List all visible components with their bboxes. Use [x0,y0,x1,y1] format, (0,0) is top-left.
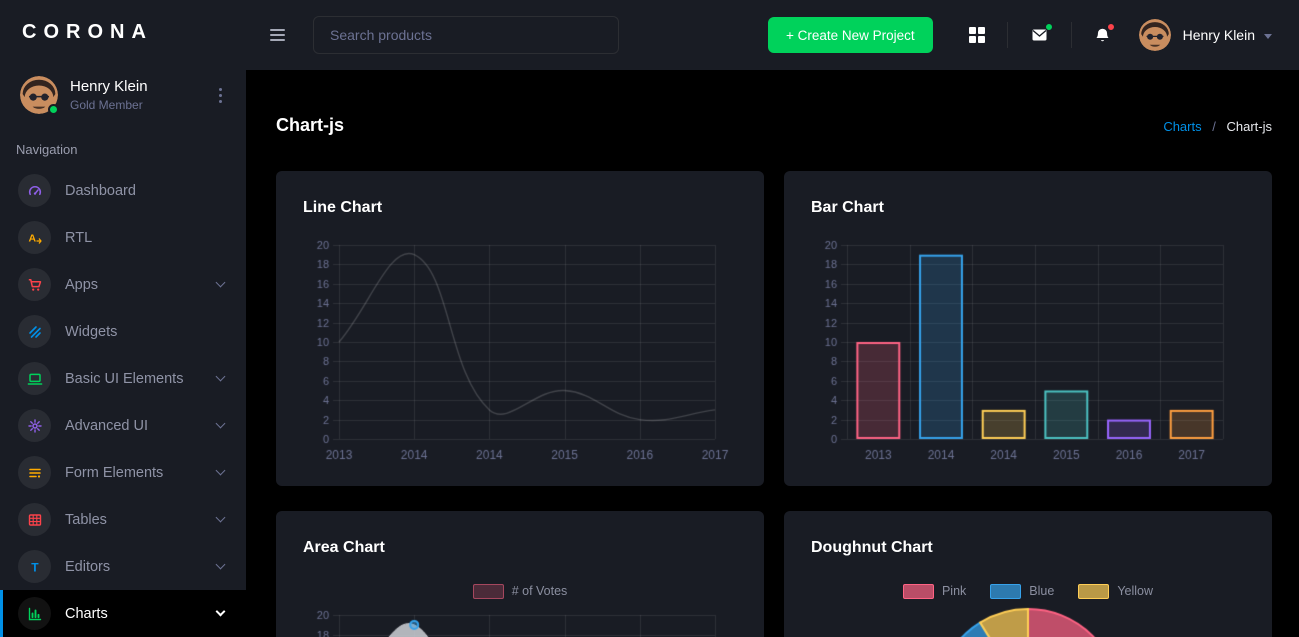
navbar-user-name: Henry Klein [1182,27,1255,43]
sidebar: CORONA Henry Klein Gold Member Navigatio… [0,0,246,637]
chevron-down-icon [215,277,226,288]
sidebar-item-label: RTL [65,229,93,246]
create-new-project-button[interactable]: + Create New Project [767,17,933,53]
sidebar-item-label: Dashboard [65,182,136,199]
page-title: Chart-js [276,115,345,135]
apps-grid-icon[interactable] [959,21,995,49]
text-icon: T [18,550,51,583]
legend-label: Yellow [1117,584,1154,598]
legend-swatch [472,583,504,599]
divider [1070,22,1072,48]
side-nav: Dashboard A RTL Apps Widgets Basic UI Element… [0,167,246,637]
chevron-down-icon [215,512,226,523]
chevron-down-icon [215,371,226,382]
legend-label: Pink [941,584,967,598]
chart-legend: # of Votes [303,583,737,599]
brand-logo-text: CORONA [22,20,153,43]
table-icon [18,503,51,536]
sidebar-item-rtl[interactable]: A RTL [0,214,246,261]
cart-icon [18,268,51,301]
legend-item[interactable]: Blue [990,583,1055,599]
search-input[interactable] [313,16,619,54]
widgets-icon [18,315,51,348]
sidebar-item-advanced-ui[interactable]: Advanced UI [0,402,246,449]
navbar-avatar [1138,19,1171,51]
legend-item[interactable]: Pink [902,583,967,599]
profile-membership: Gold Member [70,98,143,112]
legend-swatch [990,583,1022,599]
legend-label: Blue [1029,584,1055,598]
legend-item[interactable]: # of Votes [472,583,568,599]
sidebar-item-tables[interactable]: Tables [0,496,246,543]
sidebar-item-label: Editors [65,558,111,575]
breadcrumb-separator: / [1212,119,1216,134]
area-chart-canvas[interactable] [303,607,737,637]
bar-chart-card: Bar Chart [784,171,1272,486]
bar-chart-canvas[interactable] [811,233,1245,483]
laptop-icon [18,362,51,395]
avatar-image [20,76,58,114]
sidebar-item-charts[interactable]: Charts [0,590,246,637]
card-title: Bar Chart [811,199,884,216]
svg-text:A: A [28,232,36,244]
sidebar-item-label: Apps [65,276,99,293]
chevron-down-icon [1264,33,1272,39]
sidebar-item-dashboard[interactable]: Dashboard [0,167,246,214]
avatar [20,76,59,115]
sidebar-item-editors[interactable]: T Editors [0,543,246,590]
doughnut-chart-canvas[interactable] [811,607,1245,637]
sidebar-item-label: Form Elements [65,464,164,481]
gear-icon [18,409,51,442]
breadcrumb: Charts / Chart-js [1163,119,1272,134]
main-content: Chart-js Charts / Chart-js Line Chart Ba… [246,70,1299,637]
chevron-down-icon [215,559,226,570]
sidebar-item-label: Advanced UI [65,417,149,434]
sidebar-item-label: Widgets [65,323,118,340]
speedometer-icon [18,174,51,207]
line-chart-card: Line Chart [276,171,764,486]
brand[interactable]: CORONA [0,0,246,64]
sidebar-item-label: Charts [65,605,108,622]
user-menu[interactable]: Henry Klein [1138,19,1272,51]
breadcrumb-current: Chart-js [1226,119,1272,134]
messages-badge [1044,23,1053,31]
card-title: Line Chart [303,199,383,216]
list-icon [18,456,51,489]
line-chart-canvas[interactable] [303,233,737,483]
breadcrumb-parent-link[interactable]: Charts [1163,119,1202,134]
notifications-bell-icon[interactable] [1084,21,1121,50]
sidebar-item-form-elements[interactable]: Form Elements [0,449,246,496]
profile-options-icon[interactable] [213,84,228,107]
legend-item[interactable]: Yellow [1078,583,1154,599]
notifications-badge [1106,22,1115,31]
chevron-down-icon [215,606,226,617]
sidebar-item-apps[interactable]: Apps [0,261,246,308]
legend-label: # of Votes [511,584,568,598]
legend-swatch [1078,583,1110,599]
online-status-dot [48,104,59,115]
card-title: Doughnut Chart [811,539,933,556]
sidebar-item-widgets[interactable]: Widgets [0,308,246,355]
profile-name: Henry Klein [70,78,148,95]
svg-text:T: T [31,560,39,574]
chevron-down-icon [215,418,226,429]
chart-legend: Pink Blue Yellow [811,583,1245,599]
translate-icon: A [18,221,51,254]
sidebar-profile[interactable]: Henry Klein Gold Member [0,64,246,128]
divider [1006,22,1008,48]
messages-icon[interactable] [1020,21,1059,49]
sidebar-item-label: Basic UI Elements [65,370,184,387]
doughnut-chart-card: Doughnut Chart Pink Blue Yellow [784,511,1272,637]
card-title: Area Chart [303,539,385,556]
legend-swatch [902,583,934,599]
sidebar-item-basic-ui-elements[interactable]: Basic UI Elements [0,355,246,402]
nav-section-label: Navigation [16,142,78,157]
sidebar-item-label: Tables [65,511,107,528]
bar-chart-icon [18,597,51,630]
topbar: + Create New Project [246,0,1299,70]
area-chart-card: Area Chart # of Votes [276,511,764,637]
menu-toggle-icon[interactable] [270,29,285,41]
chevron-down-icon [215,465,226,476]
